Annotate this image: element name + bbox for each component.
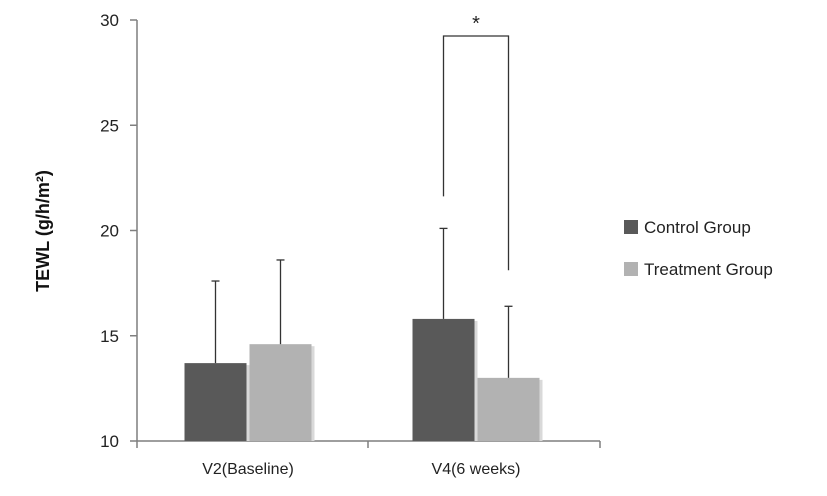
category-labels: V2(Baseline) V4(6 weeks) bbox=[202, 461, 520, 478]
y-tick-label: 20 bbox=[100, 222, 119, 241]
bar-control-1 bbox=[184, 363, 247, 441]
significance-annotation: * bbox=[442, 13, 510, 271]
bar-treatment-1 bbox=[249, 344, 312, 441]
error-bars bbox=[211, 227, 513, 378]
y-tick-label: 25 bbox=[100, 116, 119, 135]
legend-label-control: Control Group bbox=[644, 218, 751, 237]
significance-bracket bbox=[442, 35, 510, 271]
x-category-label: V4(6 weeks) bbox=[432, 461, 521, 478]
y-axis-label: TEWL (g/h/m²) bbox=[33, 170, 53, 292]
y-tick-label: 10 bbox=[100, 432, 119, 451]
y-tick-label: 30 bbox=[100, 11, 119, 30]
x-category-label: V2(Baseline) bbox=[202, 461, 294, 478]
significance-star: * bbox=[472, 13, 480, 35]
legend-swatch-treatment bbox=[624, 262, 638, 276]
y-tick-label: 15 bbox=[100, 327, 119, 346]
legend-label-treatment: Treatment Group bbox=[644, 260, 773, 279]
y-ticks: 10 15 20 25 30 bbox=[100, 11, 137, 451]
bars bbox=[184, 318, 543, 441]
x-axis bbox=[136, 440, 601, 448]
legend: Control Group Treatment Group bbox=[624, 218, 773, 279]
bar-treatment-2 bbox=[477, 377, 540, 441]
bar-control-2 bbox=[412, 318, 475, 441]
legend-swatch-control bbox=[624, 220, 638, 234]
